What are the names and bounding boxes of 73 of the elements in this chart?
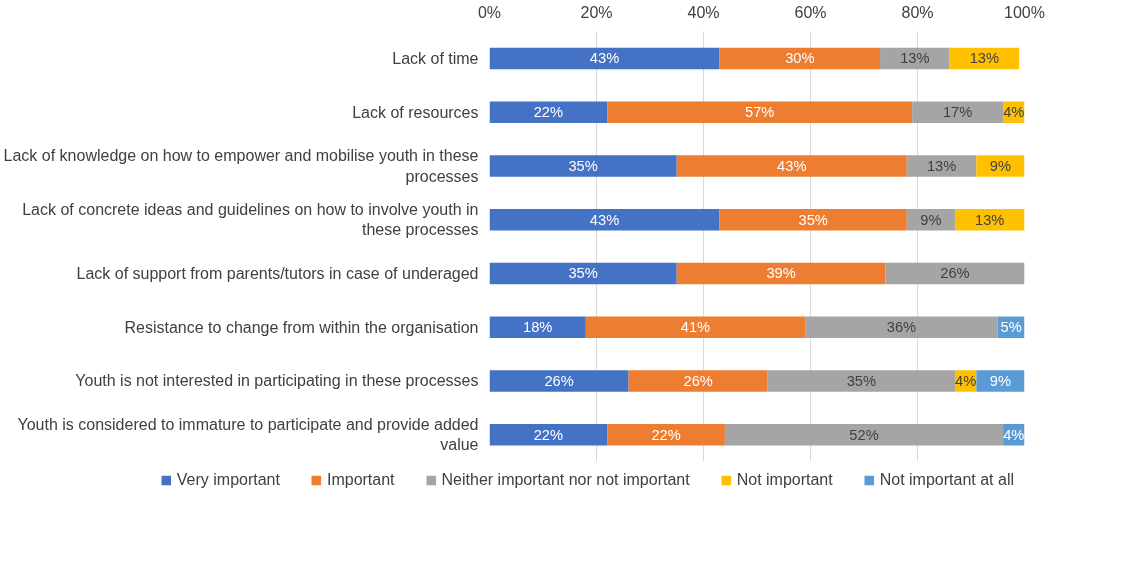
y-tick-label: Youth is not interested in participating in these processes	[75, 372, 479, 390]
data-label: 4%	[1003, 426, 1025, 443]
y-tick-label: Lack of knowledge on how to empower and mobilise youth in these processes	[3, 147, 479, 185]
legend-label: Neither important nor not important	[441, 471, 690, 489]
legend-label: Not important at all	[879, 471, 1014, 489]
bar	[719, 208, 907, 231]
bar	[719, 47, 881, 70]
data-label: 9%	[989, 157, 1012, 174]
data-label: 13%	[969, 50, 1000, 67]
legend-label: Very important	[176, 471, 280, 489]
data-label: 13%	[900, 50, 930, 67]
y-tick-label: Lack of time	[392, 49, 479, 67]
bar	[912, 101, 1004, 123]
data-label: 35%	[568, 265, 598, 282]
data-label: 35%	[846, 372, 876, 389]
x-tick-label: 60%	[794, 3, 827, 21]
data-label: 26%	[544, 372, 574, 389]
x-tick-label: 80%	[901, 3, 934, 21]
data-label: 43%	[589, 50, 620, 67]
bar	[767, 370, 955, 392]
bar	[607, 101, 913, 123]
data-label: 26%	[940, 265, 970, 282]
data-label: 39%	[766, 265, 796, 282]
data-label: 35%	[568, 157, 598, 174]
data-label: 22%	[533, 426, 564, 443]
data-label: 26%	[683, 372, 713, 389]
data-label: 13%	[926, 157, 957, 174]
data-label: 17%	[942, 104, 973, 121]
x-tick-label: 20%	[580, 3, 613, 21]
data-label: 43%	[589, 211, 620, 228]
data-label: 35%	[798, 211, 828, 228]
legend-label: Important	[326, 471, 395, 489]
y-tick-label: Lack of support from parents/tutors in case of underaged	[76, 264, 479, 282]
data-label: 41%	[680, 319, 711, 336]
bar	[585, 316, 806, 338]
data-label: 22%	[651, 426, 681, 443]
data-label: 18%	[522, 319, 553, 336]
bar	[607, 423, 725, 446]
bar	[628, 370, 768, 392]
x-tick-label: 40%	[687, 3, 720, 21]
y-tick-label: Resistance to change from within the organisation	[124, 318, 479, 336]
bar	[805, 316, 998, 338]
data-label: 43%	[777, 157, 807, 174]
x-tick-label: 0%	[477, 3, 502, 21]
data-label: 5%	[1000, 319, 1022, 336]
bar	[489, 423, 608, 446]
data-label: 57%	[745, 104, 775, 121]
data-label: 30%	[785, 50, 815, 67]
bar	[489, 262, 677, 285]
data-label: 4%	[1003, 104, 1025, 121]
bar	[885, 262, 1025, 285]
x-tick-label: 100%	[1004, 3, 1045, 21]
data-label: 36%	[886, 319, 917, 336]
data-label: 22%	[533, 104, 564, 121]
bar	[489, 47, 720, 70]
bar	[489, 155, 677, 177]
y-tick-label: Youth is considered to immature to participate and provide added value	[17, 415, 479, 454]
bar	[489, 370, 629, 392]
legend-label: Not important	[736, 471, 833, 489]
data-label: 13%	[975, 211, 1005, 228]
bar	[676, 262, 886, 285]
y-tick-label: Lack of resources	[352, 103, 479, 121]
data-label: 4%	[955, 372, 977, 389]
bar	[724, 423, 1004, 446]
data-label: 9%	[920, 211, 942, 228]
bar	[676, 155, 907, 177]
bar	[489, 208, 720, 231]
bar	[906, 155, 977, 177]
bar	[489, 316, 586, 338]
bar	[489, 101, 608, 123]
data-label: 9%	[989, 372, 1012, 389]
y-tick-label: Lack of concrete ideas and guidelines on how to involve youth in these processes	[22, 200, 479, 239]
data-label: 52%	[849, 426, 879, 443]
